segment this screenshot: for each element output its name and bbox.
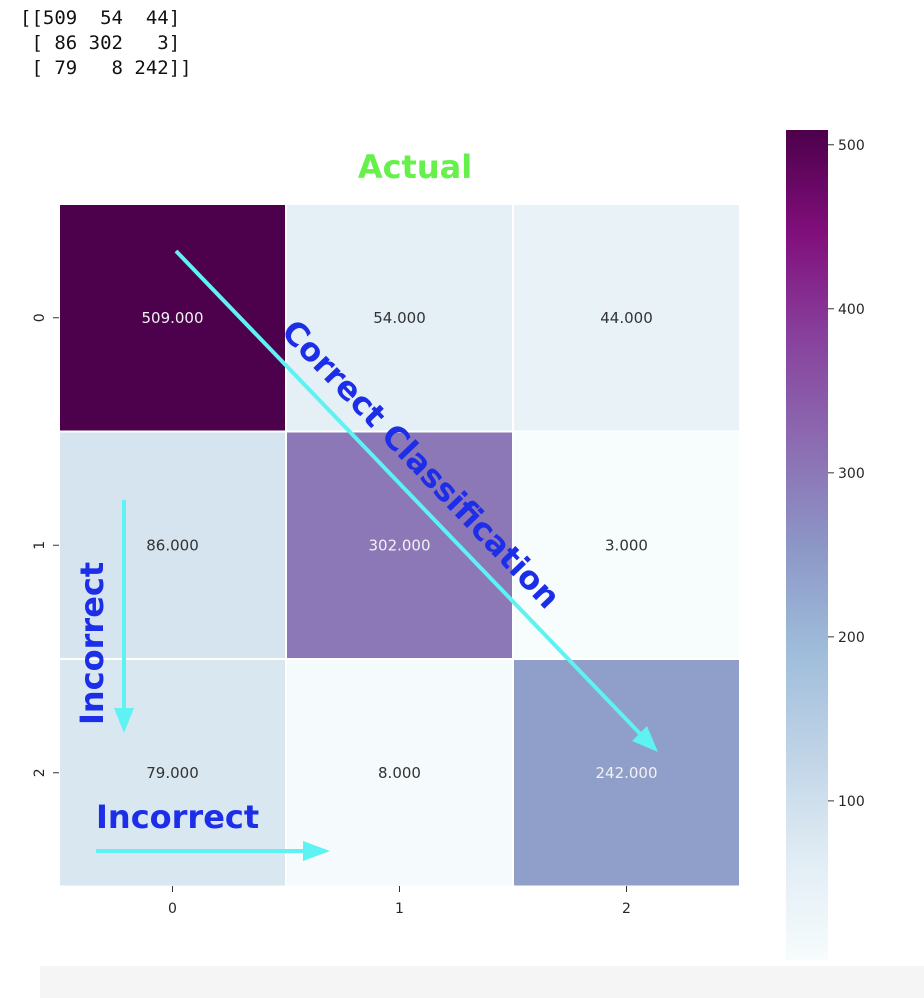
x-axis-ticks: 0 1 2 <box>168 886 631 917</box>
y-tick-label: 2 <box>32 768 48 777</box>
colorbar-tick-label: 100 <box>838 794 865 810</box>
heatmap-cell-0-0 <box>60 205 285 431</box>
printout-line: [[509 54 44] <box>20 7 181 29</box>
cell-label-1-1: 302.000 <box>368 536 430 554</box>
heatmap-cell-labels: 509.000 54.000 44.000 86.000 302.000 3.000 79.… <box>141 309 657 782</box>
colorbar-tick-label: 500 <box>838 138 865 154</box>
printout-line: [ 86 302 3] <box>20 32 181 54</box>
heatmap-cell-1-1 <box>287 432 512 658</box>
cell-label-2-1: 8.000 <box>378 764 421 782</box>
colorbar-tick-label: 400 <box>838 302 865 318</box>
cell-label-2-2: 242.000 <box>595 764 657 782</box>
y-tick-label: 0 <box>32 313 48 322</box>
cell-label-1-2: 3.000 <box>605 536 648 554</box>
heatmap-cell-2-0 <box>60 660 285 886</box>
colorbar-tick-label: 300 <box>838 466 865 482</box>
vertical-arrowhead-icon <box>114 708 134 733</box>
incorrect-horizontal-label: Incorrect <box>96 798 259 836</box>
y-tick-label: 1 <box>32 541 48 550</box>
heatmap-cell-2-1 <box>287 660 512 886</box>
heatmap-cell-0-2 <box>514 205 739 431</box>
heatmap-cell-2-2 <box>514 660 739 886</box>
chart-title: Actual <box>358 148 472 186</box>
heatmap-cell-1-0 <box>60 432 285 658</box>
bottom-strip <box>40 966 924 998</box>
cell-label-0-1: 54.000 <box>373 309 426 327</box>
incorrect-vertical-label: Incorrect <box>73 562 111 725</box>
matrix-printout: [[509 54 44] [ 86 302 3] [ 79 8 242]] <box>20 6 192 81</box>
x-tick-label: 2 <box>622 901 631 917</box>
horizontal-arrowhead-icon <box>303 841 330 861</box>
y-axis-ticks: 0 1 2 <box>32 313 59 777</box>
cell-label-1-0: 86.000 <box>146 536 199 554</box>
heatmap-cell-0-1 <box>287 205 512 431</box>
x-tick-label: 0 <box>168 901 177 917</box>
heatmap-cell-1-2 <box>514 432 739 658</box>
diagonal-arrow-shaft <box>174 249 650 744</box>
colorbar-tick-label: 200 <box>838 630 865 646</box>
printout-line: [ 79 8 242]] <box>20 57 192 79</box>
colorbar <box>786 130 828 960</box>
colorbar-ticks: 100 200 300 400 500 <box>828 138 865 810</box>
cell-label-0-0: 509.000 <box>141 309 203 327</box>
x-tick-label: 1 <box>395 901 404 917</box>
diagonal-arrowhead-icon <box>632 726 658 752</box>
cell-label-0-2: 44.000 <box>600 309 653 327</box>
heatmap-cells <box>60 205 739 886</box>
cell-label-2-0: 79.000 <box>146 764 199 782</box>
